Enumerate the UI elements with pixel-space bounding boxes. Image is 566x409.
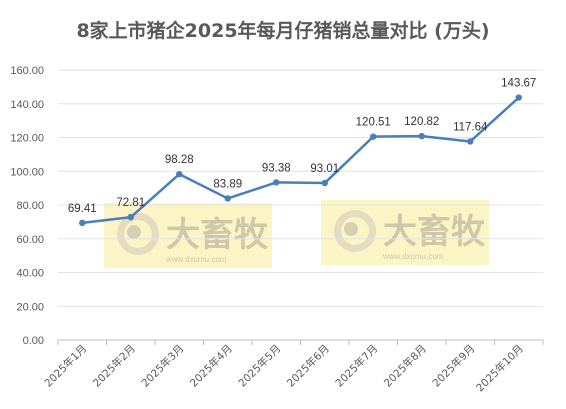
x-tick-label: 2025年9月 xyxy=(430,342,478,390)
x-tick-label: 2025年10月 xyxy=(473,342,525,394)
data-points xyxy=(79,94,522,227)
data-point xyxy=(467,138,474,145)
x-tick-label: 2025年6月 xyxy=(284,342,332,390)
data-label: 83.89 xyxy=(213,178,242,190)
x-tick-label: 2025年3月 xyxy=(139,342,187,390)
data-label: 93.01 xyxy=(310,163,339,175)
y-tick-label: 40.00 xyxy=(16,268,44,280)
data-point xyxy=(418,132,425,140)
y-tick-label: 140.00 xyxy=(10,99,44,111)
data-point xyxy=(515,94,522,101)
watermark-layer: 大畜牧 www.dxumu.com 大畜牧 www.dxumu.com xyxy=(104,200,489,268)
y-tick-label: 0.00 xyxy=(23,335,44,347)
x-tick-label: 2025年5月 xyxy=(236,342,284,390)
watermark-left: 大畜牧 www.dxumu.com xyxy=(104,203,272,268)
data-point xyxy=(321,179,328,187)
data-point xyxy=(224,195,231,202)
y-tick-label: 60.00 xyxy=(16,234,44,246)
data-label: 117.64 xyxy=(453,121,488,133)
data-point xyxy=(273,179,280,186)
y-tick-label: 80.00 xyxy=(16,200,44,212)
y-axis: 0.00 20.00 40.00 60.00 80.00 100.00 120.00 140.… xyxy=(10,65,44,347)
watermark-right-brand: 大畜牧 xyxy=(383,212,486,252)
y-tick-label: 160.00 xyxy=(10,65,44,77)
data-label: 143.67 xyxy=(501,78,536,90)
chart-title: 8家上市猪企2025年每月仔猪销总量对比 (万头) xyxy=(76,19,489,42)
data-label: 93.38 xyxy=(262,162,291,174)
data-label: 98.28 xyxy=(165,154,194,166)
y-tick-label: 120.00 xyxy=(10,133,44,145)
data-point xyxy=(79,219,86,227)
watermark-left-brand: 大畜牧 xyxy=(166,215,269,255)
x-axis: 2025年1月 2025年2月 2025年3月 2025年4月 2025年5月 2025年… xyxy=(42,340,544,394)
watermark-left-url: www.dxumu.com xyxy=(165,255,227,264)
data-label: 120.82 xyxy=(404,116,439,128)
x-tick-label: 2025年7月 xyxy=(333,342,381,390)
y-tick-label: 20.00 xyxy=(16,301,44,313)
data-point xyxy=(370,133,377,140)
watermark-right-url: www.dxumu.com xyxy=(382,252,444,261)
x-tick-label: 2025年1月 xyxy=(42,342,90,390)
x-tick-label: 2025年8月 xyxy=(381,342,429,390)
data-label: 120.51 xyxy=(356,117,391,129)
series-line xyxy=(82,96,520,225)
data-label: 69.41 xyxy=(68,203,97,215)
x-tick-label: 2025年4月 xyxy=(187,342,235,390)
watermark-right-logo-dot-icon xyxy=(344,222,358,236)
watermark-right: 大畜牧 www.dxumu.com xyxy=(321,200,489,265)
data-point xyxy=(176,170,183,178)
data-point xyxy=(127,213,134,221)
watermark-left-logo-dot-icon xyxy=(127,225,141,239)
data-labels: 69.41 72.81 98.28 83.89 93.38 93.01 120.51 120.… xyxy=(68,78,536,215)
x-tick-label: 2025年2月 xyxy=(90,342,138,390)
y-tick-label: 100.00 xyxy=(10,166,44,178)
data-label: 72.81 xyxy=(116,197,145,209)
series-polyline xyxy=(82,96,520,225)
